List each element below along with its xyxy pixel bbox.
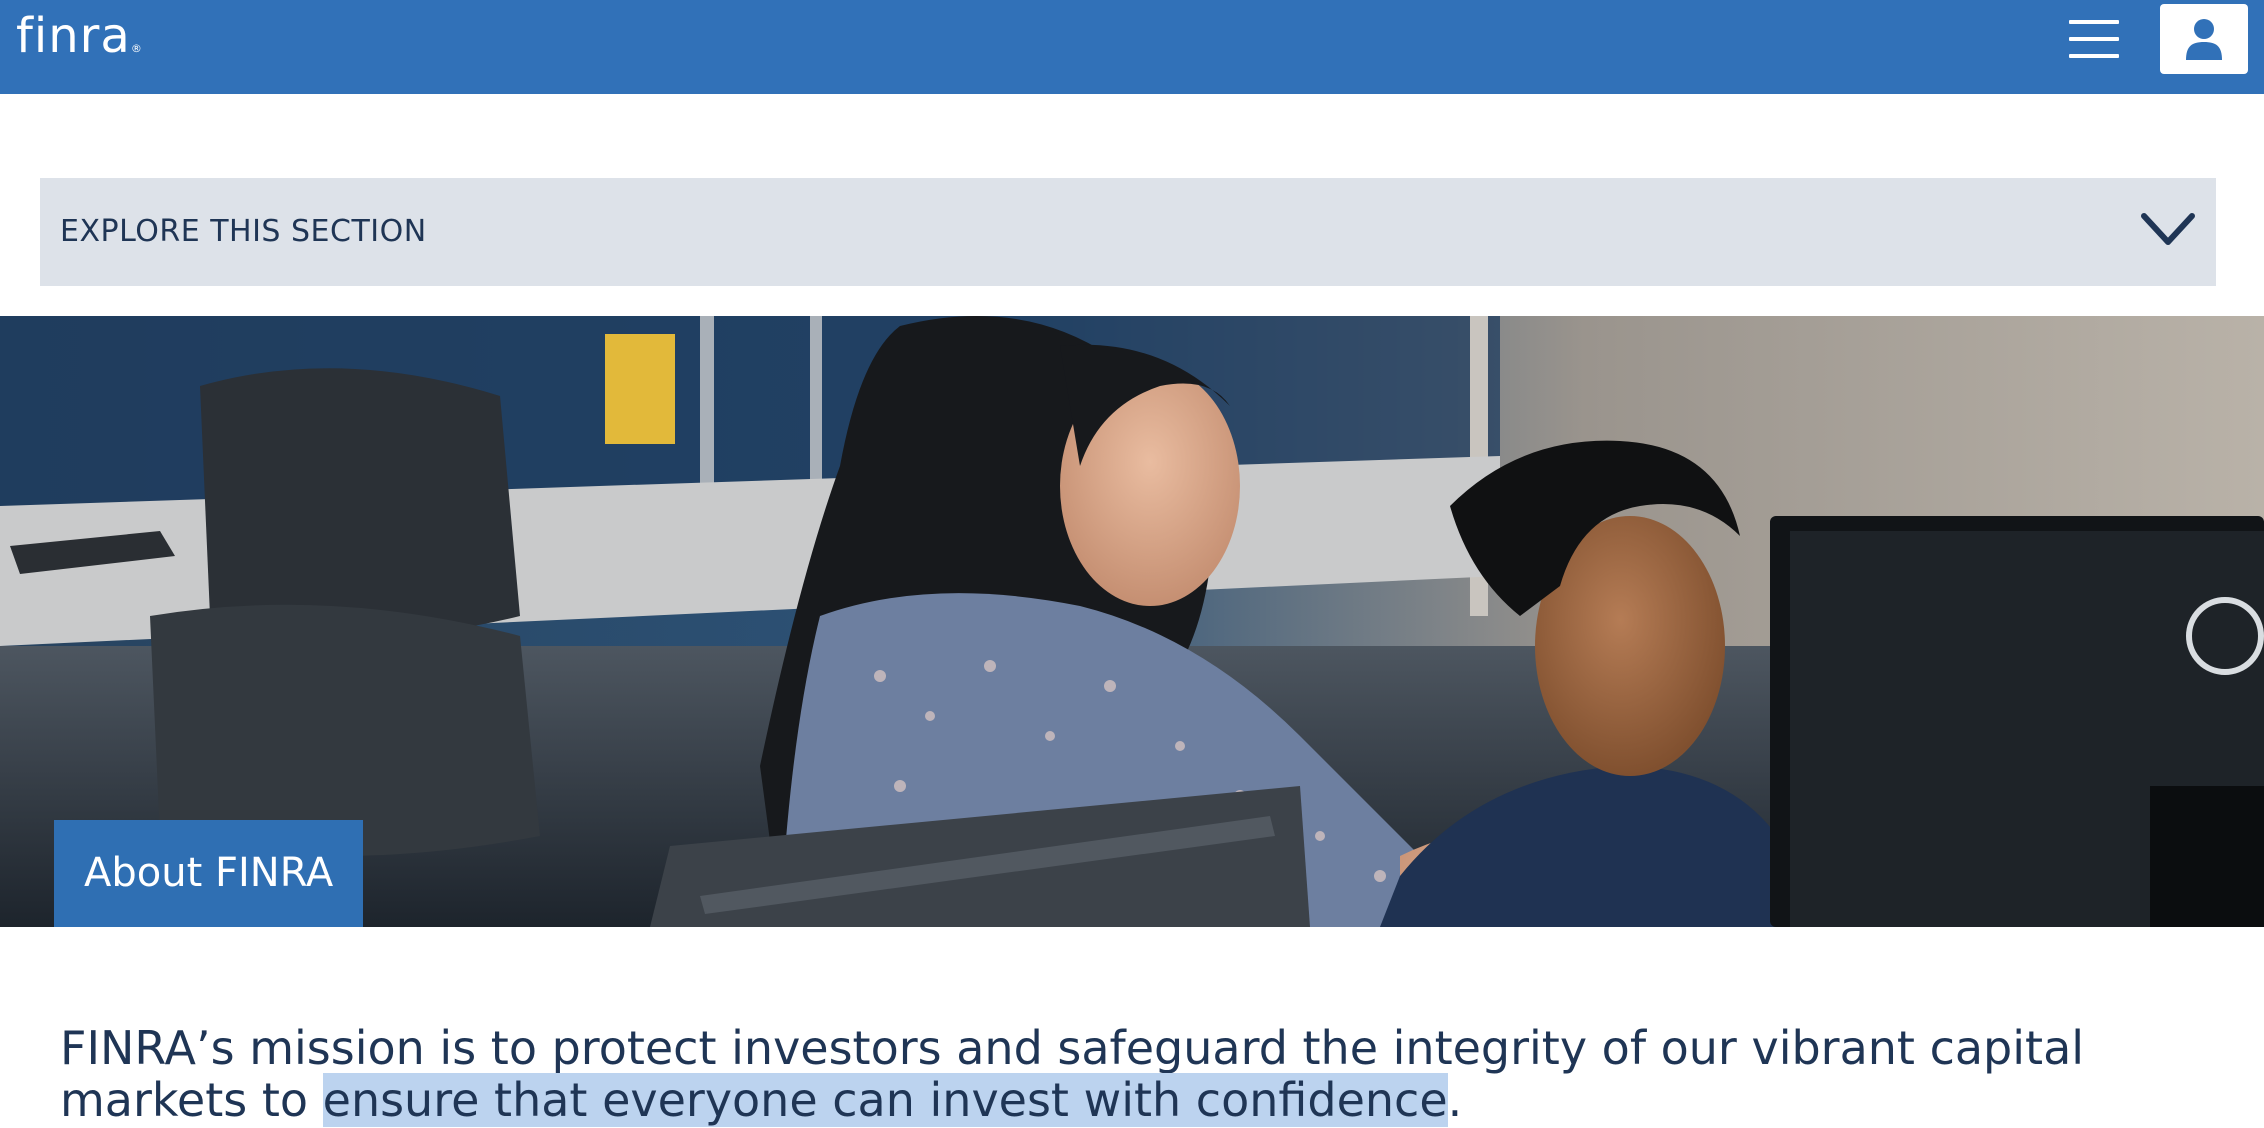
user-account-button[interactable] xyxy=(2160,4,2248,74)
mission-statement: FINRA’s mission is to protect investors … xyxy=(60,1021,2210,1127)
logo-registered-mark: ® xyxy=(130,42,143,55)
hero-banner: About FINRA xyxy=(0,316,2264,927)
finra-logo[interactable]: finra® xyxy=(16,12,143,73)
mission-text-end: . xyxy=(1447,1073,1463,1127)
explore-section-label: EXPLORE THIS SECTION xyxy=(60,214,427,249)
logo-text: finra xyxy=(16,8,131,64)
top-navigation-bar: finra® xyxy=(0,0,2264,94)
explore-section-dropdown[interactable]: EXPLORE THIS SECTION xyxy=(40,178,2216,286)
mission-highlighted-text: ensure that everyone can invest with con… xyxy=(322,1073,1448,1127)
mission-text: FINRA’s mission is to protect investors … xyxy=(60,1021,2085,1127)
menu-button[interactable] xyxy=(2064,14,2124,64)
chevron-down-icon xyxy=(2141,213,2195,245)
hero-title: About FINRA xyxy=(54,820,364,927)
hero-photo xyxy=(0,316,2264,927)
user-icon xyxy=(2186,19,2222,60)
